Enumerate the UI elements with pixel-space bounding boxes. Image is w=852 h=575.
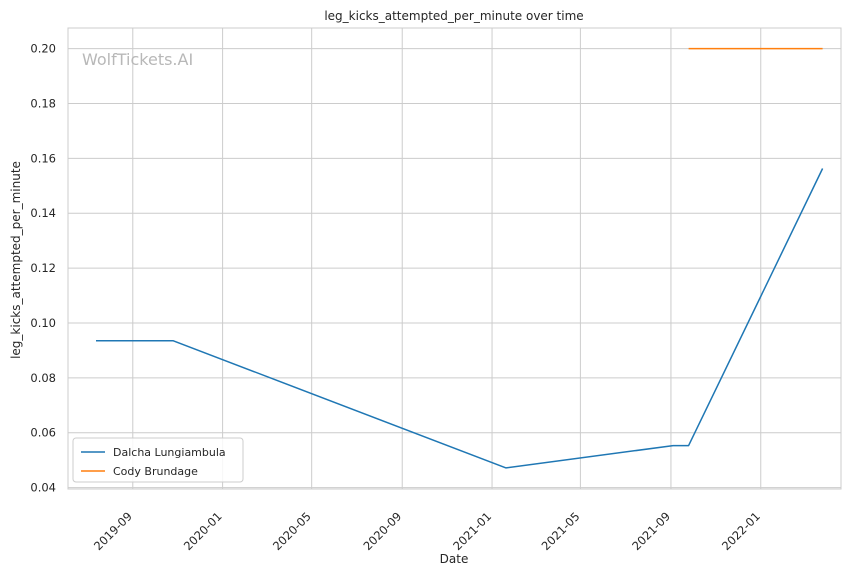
chart-title: leg_kicks_attempted_per_minute over time	[324, 9, 583, 23]
legend-box	[72, 437, 244, 483]
plot-frame	[67, 27, 842, 490]
legend-label-cody-brundage: Cody Brundage	[113, 465, 198, 478]
x-tick-labels: 2019-09 2020-01 2020-05 2020-09 2021-01 2021-…	[91, 509, 763, 553]
y-tick-label: 0.14	[30, 206, 56, 220]
watermark: WolfTickets.AI	[82, 50, 193, 69]
x-tick-label: 2022-01	[719, 509, 763, 553]
y-tick-label: 0.10	[30, 316, 56, 330]
x-tick-label: 2020-09	[360, 509, 404, 553]
grid	[68, 28, 841, 489]
x-tick-label: 2021-05	[539, 509, 583, 553]
x-tick-label: 2021-09	[629, 509, 673, 553]
y-tick-label: 0.12	[30, 261, 56, 275]
y-tick-label: 0.08	[30, 371, 56, 385]
y-tick-labels: 0.04 0.06 0.08 0.10 0.12 0.14 0.16 0.18 0.20	[30, 42, 56, 495]
series-lines	[96, 47, 824, 469]
x-tick-label: 2019-09	[91, 509, 135, 553]
plot-area	[68, 28, 841, 489]
y-tick-label: 0.04	[30, 481, 56, 495]
y-tick-label: 0.16	[30, 151, 56, 165]
y-tick-label: 0.06	[30, 426, 56, 440]
y-tick-label: 0.20	[30, 42, 56, 56]
legend-label-dalcha-lungiambula: Dalcha Lungiambula	[113, 446, 226, 459]
x-axis-label: Date	[440, 552, 469, 566]
x-tick-label: 2020-05	[270, 509, 314, 553]
x-tick-label: 2020-01	[181, 509, 225, 553]
legend: Dalcha Lungiambula Cody Brundage	[72, 437, 244, 483]
series-line-dalcha-lungiambula	[96, 168, 824, 469]
y-tick-label: 0.18	[30, 96, 56, 110]
y-axis-label: leg_kicks_attempted_per_minute	[9, 161, 23, 359]
x-tick-label: 2021-01	[450, 509, 494, 553]
